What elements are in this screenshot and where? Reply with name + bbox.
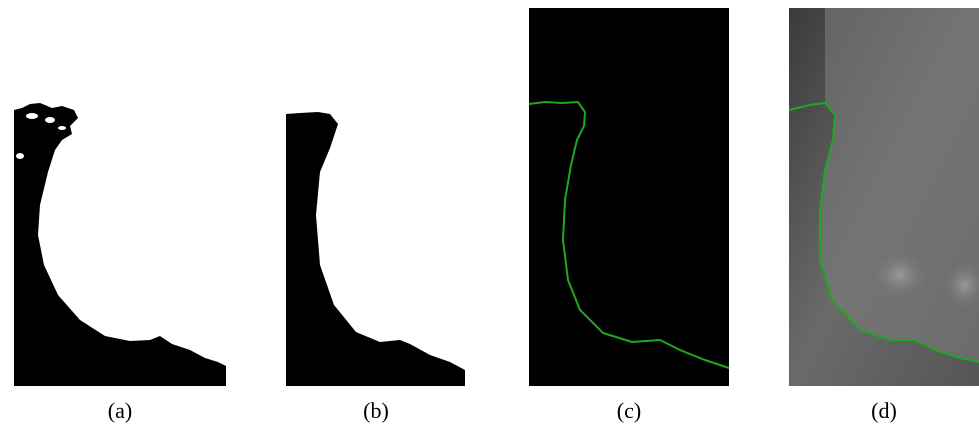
panel-a: (a) xyxy=(14,103,226,423)
panel-label: (a) xyxy=(108,398,132,423)
panel-c: (c) xyxy=(529,8,729,423)
speck xyxy=(58,126,66,130)
page: (a) (b) (c) (d) (() => { const data = JS… xyxy=(0,0,979,430)
mask-shape xyxy=(14,103,226,386)
panel-b: (b) xyxy=(286,112,465,423)
image-background xyxy=(529,8,729,386)
speck xyxy=(26,113,38,119)
panel-label: (c) xyxy=(617,398,641,423)
figure: (a) (b) (c) (d) xyxy=(0,0,979,430)
panel-label: (d) xyxy=(871,398,897,423)
panel-d: (d) xyxy=(789,8,979,423)
mask-shape xyxy=(286,112,465,386)
tissue-blob xyxy=(868,247,932,303)
speck xyxy=(45,117,55,123)
panel-label: (b) xyxy=(363,398,389,423)
speck xyxy=(16,153,24,159)
